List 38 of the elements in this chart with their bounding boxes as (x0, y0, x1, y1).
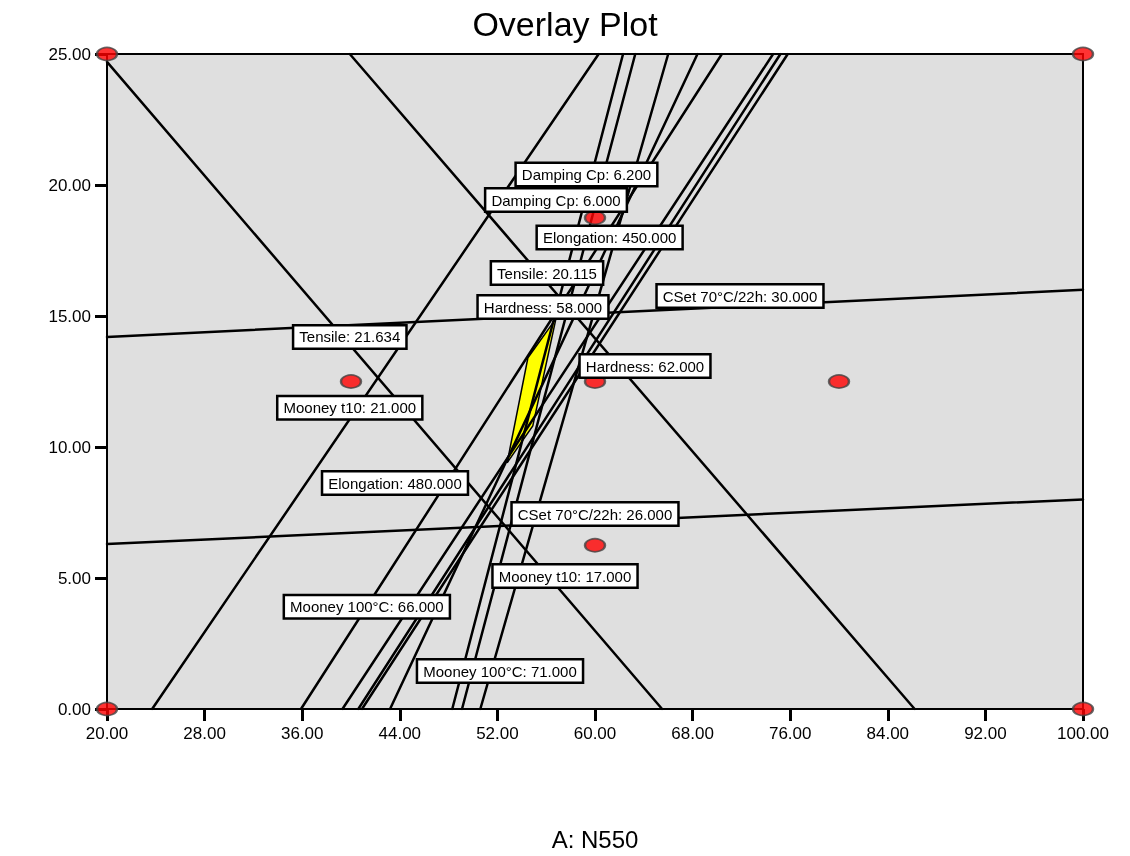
annotation: Hardness: 62.000 (585, 357, 705, 375)
annotation: Tensile: 21.634 (299, 328, 401, 346)
annotation: Mooney t10: 21.000 (283, 399, 417, 417)
x-tick-label: 28.00 (183, 724, 226, 743)
x-tick-label: 100.00 (1057, 724, 1109, 743)
x-tick-label: 92.00 (964, 724, 1007, 743)
x-tick-label: 44.00 (378, 724, 422, 743)
x-tick-label: 60.00 (573, 724, 617, 743)
x-tick-label: 84.00 (866, 724, 910, 743)
x-tick-label: 52.00 (476, 724, 519, 743)
y-tick-label: 15.00 (48, 306, 91, 326)
x-tick-label: 36.00 (280, 724, 324, 743)
annotation: Damping Cp: 6.200 (521, 166, 652, 184)
annotation: CSet 70°C/22h: 26.000 (517, 505, 673, 523)
x-tick-label: 20.00 (85, 724, 129, 743)
x-axis-title: A: N550 (551, 825, 639, 853)
x-tick-label: 76.00 (768, 724, 812, 743)
y-tick-label: 0.00 (57, 699, 91, 719)
y-tick-label: 10.00 (48, 437, 91, 457)
annotation: Mooney 100°C: 71.000 (423, 662, 577, 680)
y-tick-label: 5.00 (57, 568, 91, 588)
x-tick-label: 68.00 (671, 724, 714, 743)
annotation: Damping Cp: 6.000 (491, 191, 621, 209)
point (1072, 46, 1094, 62)
chart-title: Overlay Plot (472, 5, 659, 43)
annotation: Elongation: 450.000 (542, 228, 677, 246)
annotation: Hardness: 58.000 (483, 298, 603, 316)
annotation: Mooney t10: 17.000 (498, 567, 632, 585)
annotation: Elongation: 480.000 (328, 474, 462, 492)
point (1072, 701, 1094, 717)
y-tick-label: 20.00 (48, 175, 91, 195)
annotation: Tensile: 20.115 (497, 264, 597, 282)
annotation: Mooney 100°C: 66.000 (290, 598, 444, 616)
point (584, 537, 606, 553)
point (96, 46, 118, 62)
annotation: CSet 70°C/22h: 30.000 (662, 287, 818, 305)
point (96, 701, 118, 717)
y-tick-label: 25.00 (48, 44, 91, 64)
